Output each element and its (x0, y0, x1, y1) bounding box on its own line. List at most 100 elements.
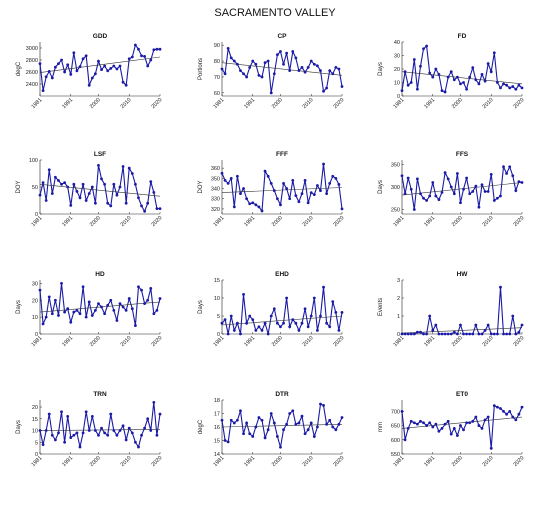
data-point (269, 91, 273, 95)
data-point (419, 192, 422, 196)
data-point (502, 409, 505, 413)
data-point (279, 445, 282, 449)
x-tick-label: 1991 (61, 455, 74, 468)
trend-line (401, 416, 523, 429)
y-tick-label: 50 (32, 185, 38, 191)
data-point (455, 172, 459, 175)
x-tick-label: 2000 (89, 215, 102, 228)
y-tick-label: 1 (397, 314, 400, 320)
data-point (275, 435, 279, 438)
panel-title: ET0 (456, 391, 468, 398)
data-point (275, 321, 279, 325)
data-point (303, 178, 307, 182)
data-point (483, 190, 487, 193)
y-tick-label: 0 (35, 332, 38, 338)
data-point (400, 174, 404, 178)
x-tick-label: 2020 (151, 335, 164, 348)
data-point (232, 205, 236, 209)
data-point (403, 332, 407, 336)
data-point (495, 405, 499, 409)
y-tick-label: 340 (211, 187, 220, 193)
y-tick-label: 2 (397, 296, 400, 302)
data-point (499, 86, 502, 90)
panel-ehd: EHD Days 0 5 10 15 1981 1991 2000 2010 2020 (198, 271, 345, 348)
data-point (462, 187, 465, 191)
panel-title: FFS (456, 151, 469, 158)
series-line (221, 403, 343, 448)
data-point (328, 182, 332, 185)
x-tick-label: 2020 (513, 455, 526, 468)
y-axis-label: DOY (198, 180, 204, 193)
data-point (69, 436, 73, 439)
data-point (242, 432, 245, 436)
data-point (480, 332, 484, 336)
data-point (340, 207, 344, 211)
data-point (486, 415, 490, 419)
data-point (334, 176, 338, 180)
data-point (149, 287, 153, 290)
data-point (474, 184, 478, 188)
data-point (465, 176, 469, 180)
x-tick-label: 2020 (333, 215, 346, 228)
x-tick-label: 1991 (61, 335, 74, 348)
data-point (419, 419, 422, 423)
data-point (239, 192, 242, 196)
data-point (251, 201, 255, 205)
data-point (282, 62, 285, 66)
panel-title: CP (277, 33, 287, 40)
y-axis-label: Days (16, 420, 22, 434)
data-point (57, 314, 60, 317)
y-axis-label: Days (198, 300, 204, 314)
data-point (495, 332, 499, 336)
data-point (437, 429, 441, 433)
series-line (39, 43, 160, 91)
data-point (434, 422, 438, 426)
data-point (63, 70, 67, 74)
data-point (425, 199, 429, 202)
y-tick-label: 360 (211, 166, 220, 172)
x-tick-label: 2020 (333, 455, 346, 468)
data-point (303, 432, 307, 436)
data-point (300, 321, 304, 325)
data-point (514, 87, 518, 91)
x-tick-label: 2000 (89, 335, 102, 348)
data-point (87, 300, 91, 304)
data-point (60, 182, 63, 186)
y-tick-label: 2400 (26, 82, 38, 88)
data-point (502, 82, 505, 86)
data-point (103, 64, 107, 68)
data-point (112, 64, 116, 68)
x-tick-label: 2000 (271, 215, 284, 228)
y-tick-label: 0 (35, 212, 38, 218)
data-point (409, 81, 413, 84)
data-point (505, 83, 509, 87)
data-point (143, 55, 147, 58)
data-point (106, 433, 110, 437)
panel-title: LSF (94, 151, 106, 158)
x-tick-label: 2020 (151, 455, 164, 468)
data-point (106, 69, 110, 73)
x-tick-label: 2010 (302, 455, 315, 468)
data-point (480, 183, 484, 187)
data-point (72, 310, 76, 314)
data-point (57, 179, 60, 182)
data-point (446, 177, 450, 181)
data-point (415, 330, 419, 334)
data-point (269, 412, 273, 415)
data-point (297, 200, 301, 204)
trend-line (401, 182, 523, 196)
data-point (403, 70, 407, 74)
data-point (130, 307, 134, 311)
data-point (294, 321, 298, 325)
data-point (226, 332, 230, 336)
data-point (319, 69, 322, 72)
data-point (340, 416, 344, 419)
data-point (81, 182, 85, 186)
data-point (468, 192, 472, 196)
data-point (440, 332, 444, 336)
data-point (459, 323, 462, 327)
data-point (492, 51, 496, 55)
data-point (229, 56, 233, 60)
data-point (41, 322, 45, 326)
data-point (285, 422, 289, 426)
